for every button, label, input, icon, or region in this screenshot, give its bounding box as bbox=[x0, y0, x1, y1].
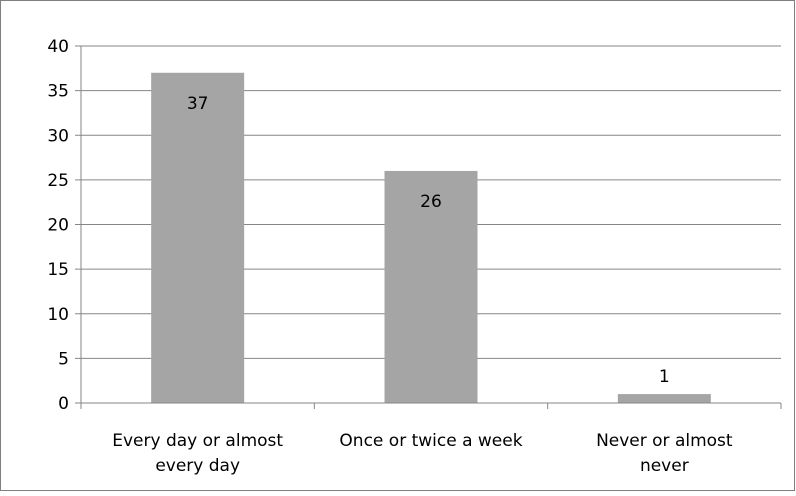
labels: 0 5 10 15 20 25 30 35 40 37 26 1 Every day or almost… bbox=[47, 37, 733, 476]
data-label-2: 1 bbox=[659, 367, 670, 387]
y-tick-label-5: 5 bbox=[58, 349, 69, 369]
bars bbox=[151, 72, 711, 404]
y-tick-label-20: 20 bbox=[47, 216, 69, 236]
axes bbox=[75, 45, 782, 409]
y-tick-label-0: 0 bbox=[58, 394, 69, 414]
data-label-0: 37 bbox=[187, 94, 209, 114]
data-label-1: 26 bbox=[420, 192, 442, 212]
y-tick-label-30: 30 bbox=[47, 126, 69, 146]
y-tick-label-15: 15 bbox=[47, 260, 69, 280]
y-tick-label-35: 35 bbox=[47, 82, 69, 102]
y-tick-label-10: 10 bbox=[47, 305, 69, 325]
y-tick-label-25: 25 bbox=[47, 171, 69, 191]
bar-2 bbox=[617, 394, 711, 403]
x-tick-label-1: Once or twice a week bbox=[339, 431, 522, 451]
y-tick-label-40: 40 bbox=[47, 37, 69, 57]
x-tick-label-2: Never or almost never bbox=[596, 431, 733, 476]
bar-0 bbox=[151, 72, 245, 404]
bar-1 bbox=[384, 170, 478, 403]
x-tick-label-0: Every day or almost every day bbox=[112, 431, 283, 476]
